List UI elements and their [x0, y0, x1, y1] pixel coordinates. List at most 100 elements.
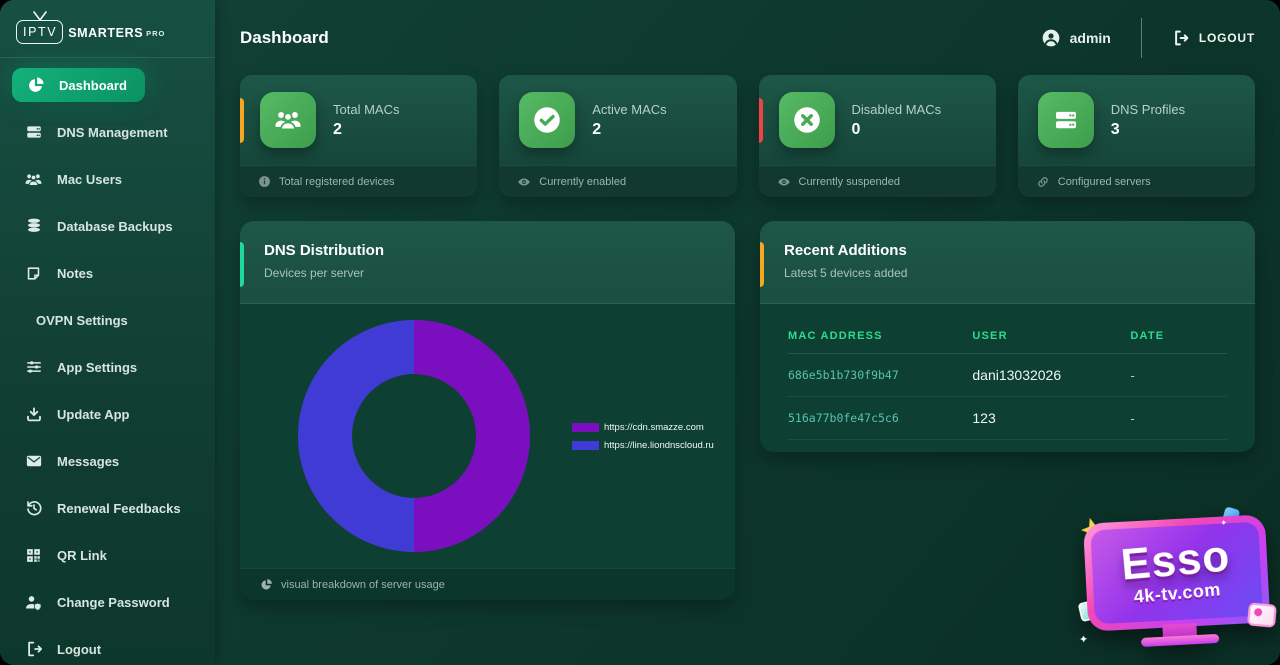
server-icon: [1037, 92, 1094, 148]
sidebar-item-dashboard[interactable]: Dashboard: [12, 68, 145, 102]
stat-card-active-macs: Active MACs 2 Currently enabled: [499, 75, 737, 197]
username-label: admin: [1069, 29, 1111, 46]
stat-value: 3: [1110, 120, 1120, 138]
stat-footer-text: Total registered devices: [279, 175, 395, 188]
stat-cards: Total MACs 2 Total registered devices: [240, 75, 1255, 197]
mac-address-link[interactable]: 686e5b1b730f9b47: [788, 368, 899, 382]
eye-icon: [518, 178, 531, 185]
stat-footer-text: Configured servers: [1057, 175, 1151, 188]
sidebar-item-update-app[interactable]: Update App: [24, 397, 215, 431]
card-subtitle: Devices per server: [264, 266, 365, 280]
accent-bar: [758, 98, 763, 143]
sidebar-item-change-password[interactable]: Change Password: [24, 585, 215, 619]
mac-address-link[interactable]: 516a77b0fe47c5c6: [788, 411, 899, 425]
sidebar-item-notes[interactable]: Notes: [24, 256, 215, 290]
sidebar-item-qr-link[interactable]: QR Link: [24, 538, 215, 572]
stat-card-total-macs: Total MACs 2 Total registered devices: [240, 75, 478, 197]
sidebar-item-label: App Settings: [57, 359, 138, 375]
dns-card-header: DNS Distribution Devices per server: [240, 221, 735, 304]
date-cell: -: [1130, 410, 1135, 426]
column-header-mac: MAC ADDRESS: [788, 329, 883, 342]
qr-icon: [24, 546, 43, 565]
legend-item: https://cdn.smazze.com: [572, 422, 714, 433]
logo-iptv-text: IPTV: [23, 24, 58, 39]
logout-button[interactable]: LOGOUT: [1172, 29, 1255, 47]
servers-icon: [24, 123, 43, 142]
esso-watermark-logo: Esso 4k-tv.com ✦ ✦: [1075, 506, 1280, 654]
sidebar-item-label: Update App: [57, 406, 130, 422]
user-menu[interactable]: admin: [1041, 28, 1111, 48]
table-header-row: MAC ADDRESS USER DATE: [788, 318, 1227, 354]
column-header-date: DATE: [1130, 329, 1165, 342]
user-cell: dani13032026: [972, 367, 1062, 383]
sparkle-icon: ✦: [1078, 633, 1089, 647]
stat-footer: Configured servers: [1017, 165, 1255, 197]
sidebar-item-renewal-feedbacks[interactable]: Renewal Feedbacks: [24, 491, 215, 525]
sidebar-item-logout[interactable]: Logout: [24, 632, 215, 665]
logout-icon: [24, 640, 43, 659]
pie-chart-icon: [26, 76, 45, 95]
card-title: Recent Additions: [784, 242, 907, 259]
page-title: Dashboard: [240, 27, 329, 47]
sidebar-nav: Dashboard DNS Management Mac Users Datab…: [0, 58, 215, 665]
app-logo: IPTV SMARTERS PRO: [0, 0, 215, 58]
photo-icon: [1247, 602, 1277, 628]
main-area: Dashboard admin LOGOUT: [215, 0, 1280, 665]
accent-bar: [1018, 98, 1022, 143]
stat-value: 0: [851, 120, 861, 138]
stat-value: 2: [333, 120, 342, 138]
tv-antenna-icon: [32, 10, 47, 21]
stat-label: Active MACs: [592, 101, 667, 117]
history-icon: [24, 499, 43, 518]
sidebar-item-database-backups[interactable]: Database Backups: [24, 209, 215, 243]
sidebar-item-messages[interactable]: Messages: [24, 444, 215, 478]
donut-chart: [298, 320, 530, 552]
sidebar-item-label: Database Backups: [57, 218, 173, 234]
sidebar-item-label: Change Password: [57, 594, 170, 610]
database-icon: [24, 217, 43, 236]
accent-bar: [499, 98, 503, 143]
sidebar: IPTV SMARTERS PRO Dashboard DNS Manageme…: [0, 0, 215, 665]
sidebar-item-dns-management[interactable]: DNS Management: [24, 115, 215, 149]
stat-card-dns-profiles: DNS Profiles 3 Configured servers: [1017, 75, 1255, 197]
stat-footer: Total registered devices: [240, 165, 478, 197]
x-circle-icon: [778, 92, 835, 148]
stat-footer-text: Currently enabled: [539, 175, 627, 188]
legend-item: https://line.liondnscloud.ru: [572, 440, 714, 451]
sidebar-item-label: Notes: [57, 265, 94, 281]
legend-label: https://cdn.smazze.com: [604, 421, 704, 433]
tv-logo-icon: IPTV: [16, 10, 64, 44]
sidebar-item-app-settings[interactable]: App Settings: [24, 350, 215, 384]
tv-base: [1140, 633, 1220, 647]
sidebar-item-label: Messages: [57, 453, 120, 469]
date-cell: -: [1130, 367, 1135, 383]
stat-label: DNS Profiles: [1110, 101, 1186, 117]
info-icon: [259, 176, 270, 187]
envelope-icon: [24, 452, 43, 471]
accent-bar: [760, 242, 764, 287]
eye-icon: [777, 178, 790, 185]
logo-smarters-text: SMARTERS: [68, 25, 144, 40]
topbar: Dashboard admin LOGOUT: [215, 0, 1280, 75]
legend-swatch: [572, 440, 599, 450]
dns-distribution-card: DNS Distribution Devices per server http…: [240, 221, 735, 600]
recent-card-header: Recent Additions Latest 5 devices added: [760, 221, 1255, 304]
sidebar-item-label: Renewal Feedbacks: [57, 500, 181, 516]
sparkle-icon: ✦: [1220, 518, 1228, 528]
sidebar-item-mac-users[interactable]: Mac Users: [24, 162, 215, 196]
stat-footer: Currently enabled: [499, 165, 737, 197]
logo-pro-text: PRO: [146, 29, 166, 38]
recent-additions-table: MAC ADDRESS USER DATE 686e5b1b730f9b47 d…: [760, 304, 1255, 452]
users-icon: [260, 92, 316, 148]
topbar-divider: [1140, 17, 1142, 58]
table-row[interactable]: 516a77b0fe47c5c6 123 -: [788, 397, 1227, 440]
sidebar-item-label: DNS Management: [57, 124, 168, 140]
stat-label: Total MACs: [333, 101, 400, 117]
sidebar-item-ovpn-settings[interactable]: OVPN Settings: [36, 303, 215, 337]
column-header-user: USER: [972, 329, 1008, 342]
table-row[interactable]: 686e5b1b730f9b47 dani13032026 -: [788, 354, 1227, 397]
accent-bar: [240, 98, 244, 143]
sliders-icon: [24, 358, 43, 377]
person-circle-icon: [1042, 29, 1059, 46]
card-subtitle: Latest 5 devices added: [784, 266, 908, 280]
